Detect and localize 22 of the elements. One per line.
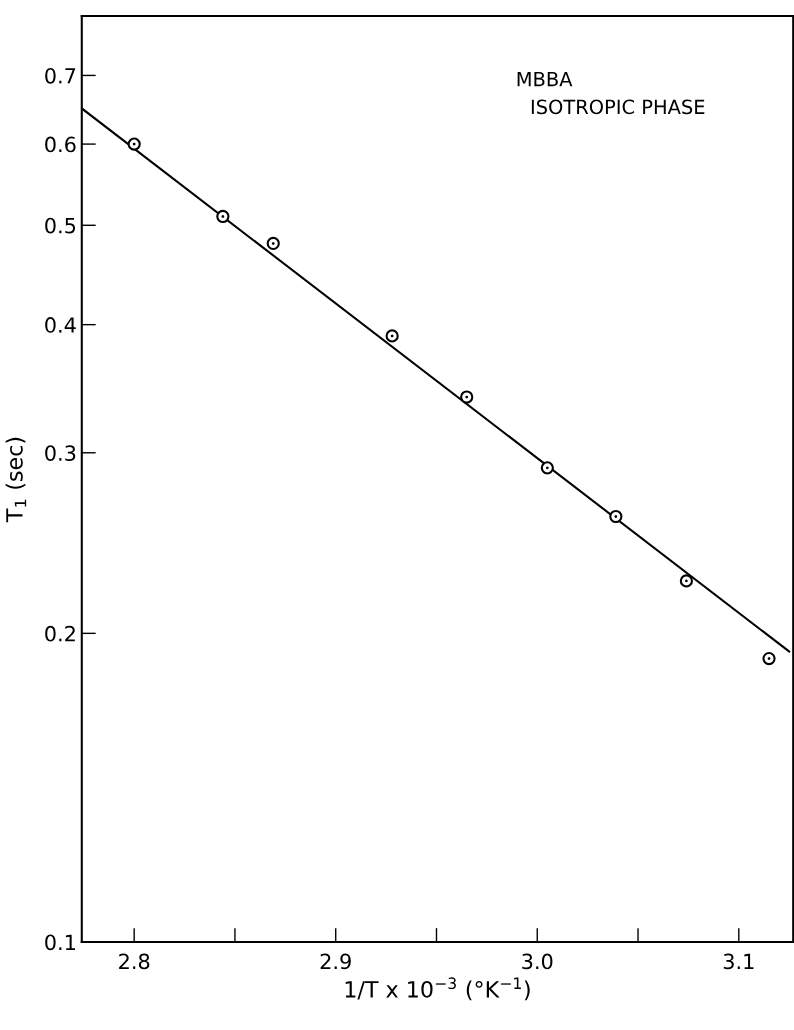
y-tick-label: 0.6 [45,136,76,153]
x-axis-title: 1/T x 10$^{−3}$ (°K$^{−1}$) [345,977,530,1001]
y-axis-title: T$_{1}$ (sec) [5,437,27,523]
point [540,461,554,475]
annotation: ISOTROPIC PHASE [531,99,705,115]
y-tick-label: 0.7 [45,67,76,84]
point [762,651,776,666]
point [609,509,623,524]
annotation: MBBA [517,71,573,87]
y-tick-label: 0.1 [45,934,75,951]
x-tick-label: 3.1 [723,953,754,970]
x-tick-label: 2.8 [119,953,150,970]
x-tick-label: 3.0 [522,953,553,970]
y-tick-label: 0.5 [45,217,76,234]
y-tick-label: 0.4 [45,317,76,333]
point [460,390,474,404]
y-tick-label: 0.3 [45,445,76,461]
x-tick-label: 2.9 [320,953,351,970]
point [679,574,693,588]
y-tick-label: 0.2 [45,625,75,642]
point [266,236,280,251]
point [216,209,230,224]
